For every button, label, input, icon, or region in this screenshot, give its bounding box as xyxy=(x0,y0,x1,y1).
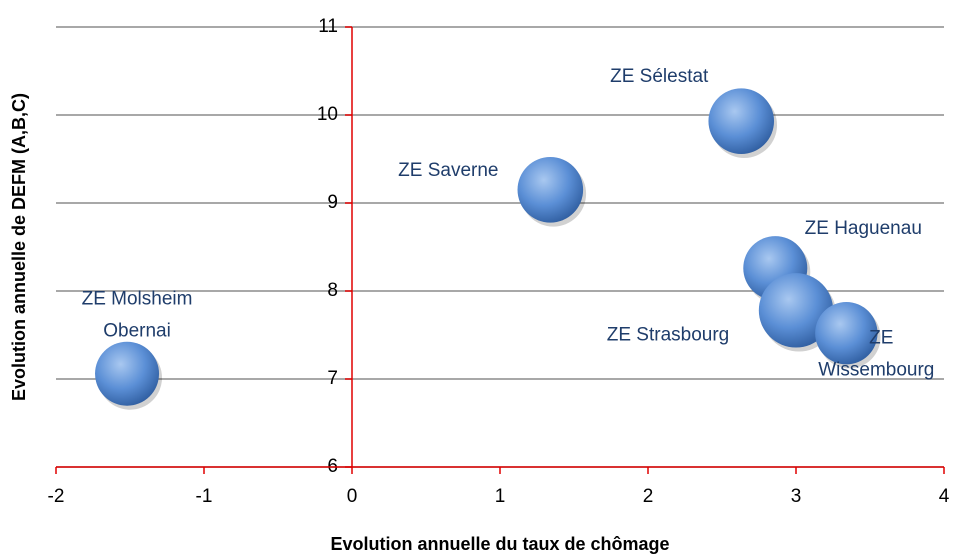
y-tick-label: 8 xyxy=(327,280,338,301)
y-tick-label: 10 xyxy=(317,104,338,125)
x-tick-label: 2 xyxy=(643,486,654,507)
x-tick-label: -1 xyxy=(196,486,213,507)
y-tick-label: 11 xyxy=(318,16,338,37)
x-tick-label: 1 xyxy=(495,486,506,507)
data-label: ZE Molsheim xyxy=(82,289,193,310)
data-label: ZE Haguenau xyxy=(805,218,922,239)
bubble xyxy=(815,302,878,365)
bubble xyxy=(758,273,834,348)
x-axis-title: Evolution annuelle du taux de chômage xyxy=(330,534,669,554)
data-label: Wissembourg xyxy=(818,359,934,380)
x-tick-label: -2 xyxy=(48,486,65,507)
x-tick-label: 4 xyxy=(939,486,950,507)
bubble xyxy=(95,341,160,406)
x-tick-label: 3 xyxy=(791,486,802,507)
y-tick-label: 9 xyxy=(327,192,338,213)
bubble xyxy=(708,88,775,154)
y-axis-title: Evolution annuelle de DEFM (A,B,C) xyxy=(9,93,29,401)
bubble xyxy=(517,157,584,223)
data-label: ZE Saverne xyxy=(398,160,498,181)
data-label: ZE xyxy=(869,327,893,348)
x-tick-label: 0 xyxy=(347,486,358,507)
data-label: ZE Sélestat xyxy=(610,66,709,87)
data-label: ZE Strasbourg xyxy=(607,324,730,345)
y-tick-label: 7 xyxy=(327,368,338,389)
data-label: Obernai xyxy=(103,321,171,342)
